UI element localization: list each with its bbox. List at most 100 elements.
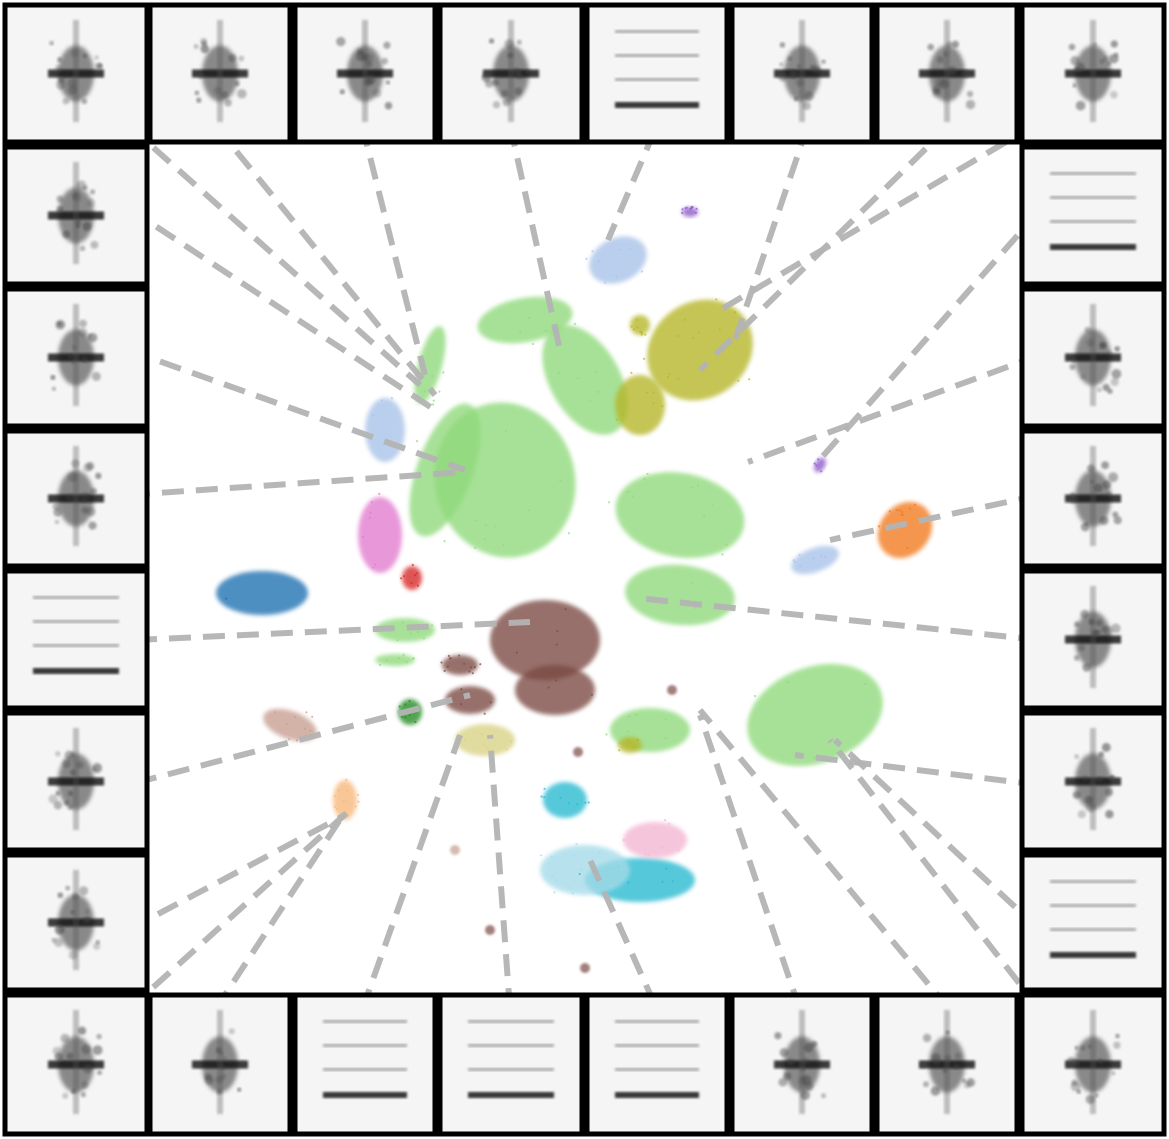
- cluster-purple: [682, 207, 698, 217]
- scatter-point: [361, 535, 365, 539]
- spectrogram-speckle: [52, 1046, 61, 1056]
- spectrogram-speckle: [238, 55, 245, 62]
- scatter-point: [369, 511, 372, 514]
- spectrogram-speckle: [800, 1066, 807, 1072]
- spectrogram-speckle: [237, 89, 247, 99]
- spectrogram-speckle: [800, 1090, 811, 1101]
- spectrogram-speckle: [809, 64, 815, 71]
- spectrogram-speckle: [954, 1052, 962, 1060]
- scatter-point: [430, 624, 434, 627]
- scatter-point: [628, 742, 631, 745]
- scatter-cluster-small: [573, 747, 583, 757]
- connector-line: [827, 738, 1043, 1012]
- spectrogram-speckle: [81, 356, 89, 363]
- scatter-point: [792, 559, 795, 562]
- spectrogram-thumbnail: [2, 568, 150, 711]
- spectrogram-speckle: [1074, 1045, 1079, 1050]
- spectrogram-speckle: [1076, 1089, 1082, 1094]
- spectrogram-thumbnail: [1019, 144, 1167, 287]
- scatter-point: [404, 716, 407, 719]
- scatter-point: [519, 331, 522, 334]
- spectrogram-speckle: [778, 62, 784, 67]
- scatter-point: [273, 711, 276, 714]
- scatter-point: [543, 787, 546, 790]
- spectrogram-speckle: [1111, 368, 1122, 379]
- cluster-purple: [814, 457, 826, 473]
- spectrogram-thumbnail: [437, 992, 585, 1137]
- spectrogram-speckle: [966, 1078, 976, 1087]
- spectrogram-speckle: [1084, 326, 1091, 334]
- scatter-point: [337, 789, 340, 792]
- spectrogram-thumbnail: [1019, 992, 1167, 1137]
- scatter-point: [458, 654, 461, 657]
- scatter-point: [555, 679, 558, 682]
- spectrogram-speckle: [93, 942, 101, 950]
- spectrogram-speckle: [66, 1052, 74, 1060]
- spectrogram-speckle: [1086, 464, 1096, 473]
- scatter-point: [640, 270, 644, 273]
- spectrogram-speckle: [804, 1081, 814, 1091]
- scatter-point: [683, 318, 687, 321]
- connector-line: [487, 734, 513, 1011]
- scatter-point: [754, 694, 757, 698]
- spectrogram-speckle: [961, 69, 971, 79]
- spectrogram-speckle: [481, 72, 492, 83]
- spectrogram-speckle: [936, 56, 944, 64]
- spectrogram-stem: [73, 870, 79, 970]
- connector-line: [732, 124, 811, 341]
- cluster-light-green: [375, 654, 415, 666]
- spectrogram-thumbnail: [2, 144, 150, 287]
- spectrogram-speckle: [71, 459, 80, 468]
- scatter-point: [608, 501, 611, 504]
- scatter-point: [468, 670, 471, 673]
- scatter-point: [578, 872, 581, 876]
- spectrogram-speckle: [215, 1075, 224, 1084]
- scatter-point: [817, 458, 820, 461]
- cluster-light-green: [615, 472, 745, 558]
- scatter-point: [432, 403, 435, 406]
- scatter-point: [645, 391, 648, 394]
- spectrogram-speckle: [75, 223, 80, 229]
- scatter-point: [668, 373, 671, 376]
- spectrogram-speckle: [1102, 383, 1110, 392]
- scatter-point: [555, 879, 558, 882]
- spectrogram-speckle: [1075, 100, 1086, 111]
- spectrogram-speckle: [55, 791, 61, 796]
- spectrogram-speckle: [56, 206, 64, 214]
- scatter-point: [637, 739, 640, 742]
- scatter-point: [597, 260, 600, 263]
- spectrogram-thumbnail: [292, 2, 438, 145]
- spectrogram-speckle: [787, 1058, 795, 1066]
- scatter-point: [615, 418, 618, 421]
- spectrogram-speckle: [80, 1092, 86, 1098]
- scatter-point: [630, 371, 633, 374]
- cluster-light-blue: [365, 398, 405, 462]
- spectrogram-thumbnail: [292, 992, 438, 1137]
- spectrogram-speckle: [946, 41, 953, 48]
- scatter-point: [385, 659, 388, 662]
- spectrogram-speckle: [793, 96, 799, 101]
- connector-line: [359, 124, 428, 376]
- scatter-point: [631, 495, 634, 498]
- scatter-point: [446, 665, 449, 668]
- spectrogram-speckle: [67, 804, 74, 810]
- spectrogram-stem: [73, 728, 79, 830]
- spectrogram-speckle: [67, 78, 77, 88]
- scatter-point: [625, 744, 629, 747]
- spectrogram-stem: [217, 1010, 223, 1114]
- spectrogram-speckle: [97, 1070, 103, 1076]
- scatter-point: [576, 803, 579, 806]
- spectrogram-band: [1050, 952, 1136, 958]
- scatter-point: [635, 318, 638, 321]
- spectrogram-speckle: [1096, 776, 1103, 783]
- spectrogram-speckle: [228, 54, 237, 62]
- spectrogram-speckle: [1105, 809, 1114, 819]
- scatter-point: [345, 789, 349, 792]
- spectrogram-speckle: [778, 1077, 788, 1087]
- spectrogram-speckle: [71, 893, 79, 900]
- spectrogram-speckle: [213, 86, 222, 95]
- scatter-point: [559, 479, 562, 482]
- connector-line: [829, 492, 1041, 543]
- spectrogram-speckle: [53, 801, 63, 810]
- spectrogram-speckle: [501, 89, 509, 98]
